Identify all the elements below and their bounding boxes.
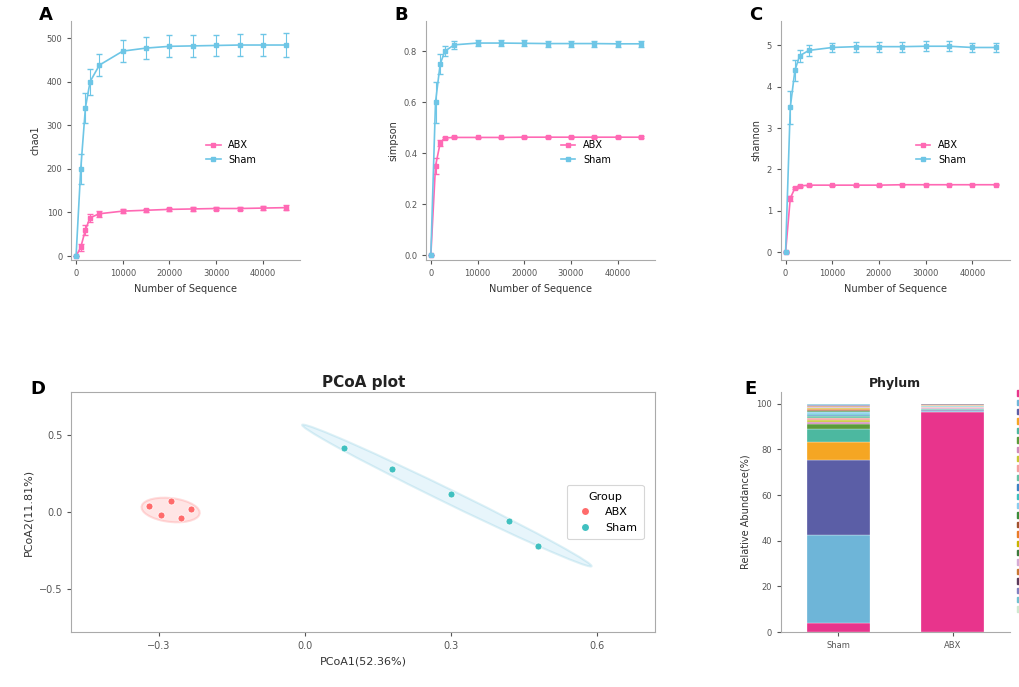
Y-axis label: shannon: shannon [750,120,760,161]
Text: E: E [744,381,756,398]
Point [384,464,400,475]
X-axis label: PCoA1(52.36%): PCoA1(52.36%) [319,657,407,666]
Point [182,504,199,515]
Legend: ABX, Sham: ABX, Sham [567,485,643,539]
Bar [806,442,869,460]
Text: C: C [748,6,761,24]
Bar [806,429,869,442]
Bar [806,409,869,410]
Text: B: B [393,6,408,24]
Point [500,516,517,527]
Bar [806,420,869,422]
Y-axis label: PCoA2(11.81%): PCoA2(11.81%) [23,469,34,556]
Bar [806,416,869,418]
X-axis label: Number of Sequence: Number of Sequence [843,284,946,294]
X-axis label: Number of Sequence: Number of Sequence [135,284,237,294]
Point [172,513,189,523]
Legend: ABX, Sham: ABX, Sham [202,136,260,169]
Title: Phylum: Phylum [868,376,920,390]
Point [153,510,169,521]
Bar [806,410,869,412]
Bar [806,415,869,416]
Ellipse shape [142,497,200,522]
Bar [806,408,869,409]
Text: A: A [40,6,53,24]
Legend: Proteobacteria, Firmicutes, Verrucomicrobiota, Bacteroidota, Desulfobacterota, D: Proteobacteria, Firmicutes, Verrucomicro… [1013,387,1019,615]
Bar [920,412,983,632]
Bar [806,424,869,429]
Y-axis label: chao1: chao1 [31,126,41,155]
Text: D: D [31,381,46,398]
Point [442,488,459,499]
Bar [806,414,869,415]
Bar [806,412,869,414]
Point [141,501,157,512]
Y-axis label: simpson: simpson [388,120,398,161]
Point [530,541,546,552]
Bar [806,422,869,424]
Legend: ABX, Sham: ABX, Sham [556,136,614,169]
Bar [920,411,983,412]
Bar [806,623,869,632]
X-axis label: Number of Sequence: Number of Sequence [489,284,591,294]
Ellipse shape [302,425,591,567]
Bar [806,418,869,420]
Bar [806,460,869,535]
Bar [920,410,983,411]
Bar [806,535,869,623]
Y-axis label: Relative Abundance(%): Relative Abundance(%) [740,455,750,570]
Legend: ABX, Sham: ABX, Sham [911,136,969,169]
Title: PCoA plot: PCoA plot [321,374,405,390]
Point [335,442,352,453]
Point [163,496,179,507]
